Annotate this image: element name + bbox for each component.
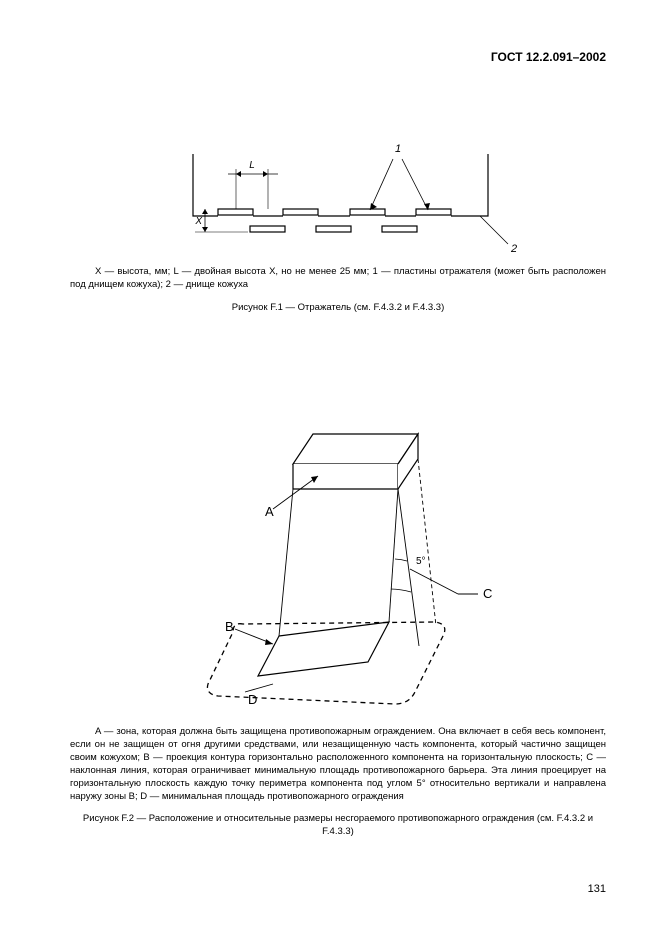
figure-f2-label-a: A — [265, 504, 274, 519]
figure-f2-container: A B C D 5° — [70, 414, 606, 714]
figure-f2-label-c: C — [483, 586, 492, 601]
page-number: 131 — [588, 883, 606, 895]
document-standard-header: ГОСТ 12.2.091–2002 — [70, 50, 606, 64]
figure-f2-legend: A — зона, которая должна быть защищена п… — [70, 726, 606, 803]
figure-f2-label-angle: 5° — [416, 556, 426, 567]
figure-f1-label-x: X — [194, 216, 202, 227]
figure-f1-label-1: 1 — [395, 143, 401, 155]
figure-f1-container: X L 1 2 — [70, 124, 606, 254]
figure-f2-label-d: D — [248, 692, 257, 707]
figure-f2-caption: Рисунок F.2 — Расположение и относительн… — [70, 813, 606, 839]
figure-f1-label-2: 2 — [510, 243, 517, 254]
figure-f1-label-l: L — [249, 160, 255, 171]
figure-f1-diagram: X L 1 2 — [158, 124, 518, 254]
spacer — [70, 324, 606, 414]
figure-f1-caption: Рисунок F.1 — Отражатель (см. F.4.3.2 и … — [70, 302, 606, 315]
figure-f2-diagram: A B C D 5° — [173, 414, 503, 714]
figure-f1-legend: X — высота, мм; L — двойная высота X, но… — [70, 266, 606, 292]
figure-f2-label-b: B — [225, 619, 234, 634]
